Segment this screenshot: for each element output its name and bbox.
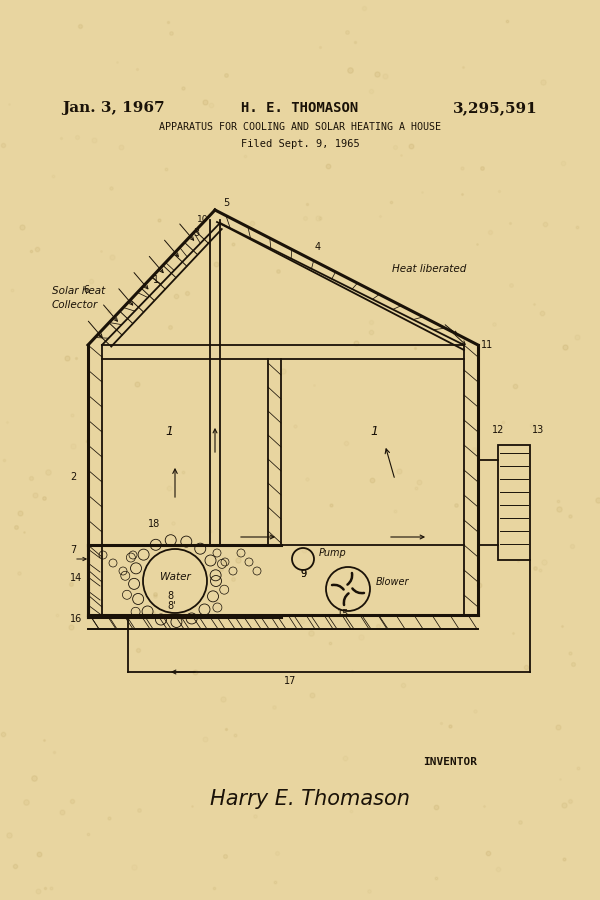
Text: 3: 3 bbox=[193, 228, 199, 238]
Text: 16: 16 bbox=[70, 614, 82, 624]
Text: 6: 6 bbox=[83, 285, 89, 295]
Text: 2: 2 bbox=[70, 472, 76, 482]
Text: Pump: Pump bbox=[319, 548, 347, 558]
Text: 18: 18 bbox=[148, 519, 160, 529]
Text: 5: 5 bbox=[223, 198, 229, 208]
Text: 7: 7 bbox=[70, 545, 76, 555]
Text: 14: 14 bbox=[70, 573, 82, 583]
Text: 10: 10 bbox=[197, 215, 209, 224]
Text: 11: 11 bbox=[481, 340, 493, 350]
Text: 8': 8' bbox=[167, 601, 176, 611]
Text: 15: 15 bbox=[337, 609, 349, 619]
Text: 9: 9 bbox=[300, 569, 306, 579]
Text: 8: 8 bbox=[167, 591, 173, 601]
Text: 4: 4 bbox=[315, 242, 321, 252]
Text: Blower: Blower bbox=[376, 577, 409, 587]
Text: Solar heat
Collector: Solar heat Collector bbox=[52, 286, 105, 310]
Text: H. E. THOMASON: H. E. THOMASON bbox=[241, 101, 359, 115]
Bar bbox=[498, 445, 530, 560]
Text: 3,295,591: 3,295,591 bbox=[453, 101, 538, 115]
Text: INVENTOR: INVENTOR bbox=[423, 757, 477, 767]
Text: 1: 1 bbox=[165, 425, 173, 438]
Text: Filed Sept. 9, 1965: Filed Sept. 9, 1965 bbox=[241, 139, 359, 149]
Text: 12: 12 bbox=[492, 425, 504, 435]
Text: 13: 13 bbox=[532, 425, 544, 435]
Text: Water: Water bbox=[160, 572, 190, 582]
Text: Jan. 3, 1967: Jan. 3, 1967 bbox=[62, 101, 164, 115]
Text: Harry E. Thomason: Harry E. Thomason bbox=[210, 789, 410, 809]
Text: Heat liberated: Heat liberated bbox=[392, 264, 466, 274]
Text: 17: 17 bbox=[284, 676, 296, 686]
Text: 1: 1 bbox=[370, 425, 378, 438]
Text: APPARATUS FOR COOLING AND SOLAR HEATING A HOUSE: APPARATUS FOR COOLING AND SOLAR HEATING … bbox=[159, 122, 441, 132]
Text: 9: 9 bbox=[300, 569, 306, 579]
Text: 1: 1 bbox=[153, 275, 159, 285]
